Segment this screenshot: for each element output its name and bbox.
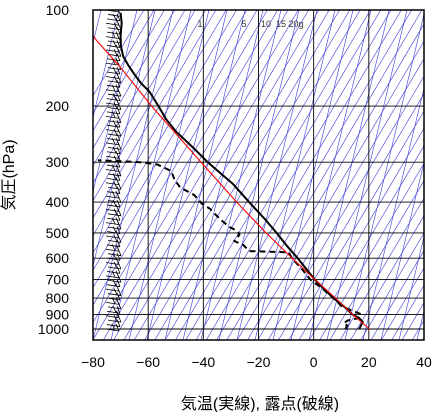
- guide-line: [0, 10, 164, 340]
- y-tick-label: 700: [46, 272, 70, 288]
- mixing-ratio-label: 20g: [288, 19, 303, 29]
- guide-line: [129, 10, 209, 340]
- guide-line: [255, 10, 335, 340]
- guide-line: [93, 10, 173, 340]
- guide-line: [273, 10, 353, 340]
- guide-line: [327, 10, 407, 340]
- guide-line: [72, 10, 267, 340]
- y-tick-label: 600: [46, 250, 70, 266]
- guide-line: [52, 10, 247, 340]
- y-tick-label: 200: [46, 98, 70, 114]
- guide-line: [62, 10, 257, 340]
- guide-line: [0, 10, 154, 340]
- x-tick-label: −60: [136, 354, 160, 370]
- y-tick-label: 300: [46, 154, 70, 170]
- mixing-ratio-label: 10: [261, 19, 271, 29]
- y-tick-label: 500: [46, 225, 70, 241]
- guide-line: [381, 10, 435, 340]
- mixing-ratio-label: 1: [197, 19, 202, 29]
- guide-line: [417, 10, 435, 340]
- x-axis-title: 気温(実線), 露点(破線): [181, 395, 339, 412]
- x-tick-label: −20: [247, 354, 271, 370]
- x-tick-label: 0: [310, 354, 318, 370]
- mixing-ratio-label: 15: [276, 19, 286, 29]
- guide-line: [0, 10, 195, 340]
- guide-line: [134, 10, 329, 340]
- mixing-ratio-label: 5: [241, 19, 246, 29]
- y-tick-label: 400: [46, 194, 70, 210]
- x-tick-label: 40: [416, 354, 432, 370]
- x-axis-ticks: −80 −60 −40 −20 0 20 40: [81, 354, 432, 370]
- x-tick-label: 20: [361, 354, 377, 370]
- x-tick-label: −80: [81, 354, 105, 370]
- guide-line: [165, 10, 245, 340]
- y-tick-label: 100: [46, 2, 70, 18]
- y-tick-label: 800: [46, 290, 70, 306]
- guide-line: [258, 10, 435, 340]
- guide-line: [11, 10, 206, 340]
- y-tick-label: 1000: [38, 321, 69, 337]
- guide-line: [155, 10, 350, 340]
- y-tick-label: 900: [46, 306, 70, 322]
- guide-line: [206, 10, 401, 340]
- guide-line: [345, 10, 425, 340]
- guide-line: [42, 10, 237, 340]
- guide-line: [196, 10, 391, 340]
- y-axis-title: 気圧(hPa): [0, 139, 18, 210]
- guide-line: [381, 10, 435, 340]
- guide-line: [111, 10, 191, 340]
- wind-barb: [106, 5, 119, 12]
- x-tick-label: −40: [191, 354, 215, 370]
